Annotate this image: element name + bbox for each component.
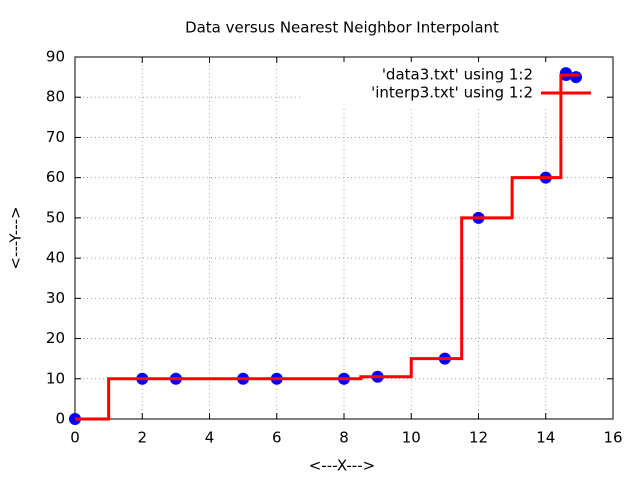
x-tick-label: 16 <box>603 429 622 447</box>
y-axis-label: <---Y---> <box>7 206 25 269</box>
legend-label: 'data3.txt' using 1:2 <box>382 66 533 84</box>
y-tick-label: 0 <box>55 410 65 428</box>
plot-frame <box>74 56 614 420</box>
y-tick-label: 40 <box>46 249 65 267</box>
x-tick-label: 0 <box>70 429 80 447</box>
legend-background <box>300 62 605 108</box>
chart-title: Data versus Nearest Neighbor Interpolant <box>185 19 499 37</box>
data-point <box>570 71 583 84</box>
y-tick-label: 30 <box>46 289 65 307</box>
y-tick-label: 60 <box>46 168 65 186</box>
y-tick-label: 10 <box>46 369 65 387</box>
x-axis-label: <---X---> <box>309 457 375 475</box>
y-tick-label: 20 <box>46 329 65 347</box>
legend-label: 'interp3.txt' using 1:2 <box>371 84 533 102</box>
x-tick-label: 12 <box>469 429 488 447</box>
x-tick-label: 6 <box>272 429 282 447</box>
interp-line <box>75 73 580 421</box>
x-tick-label: 14 <box>536 429 555 447</box>
y-tick-label: 90 <box>46 48 65 66</box>
y-tick-label: 70 <box>46 128 65 146</box>
x-tick-label: 4 <box>205 429 215 447</box>
y-tick-label: 50 <box>46 208 65 226</box>
x-tick-label: 2 <box>137 429 147 447</box>
y-tick-label: 80 <box>46 88 65 106</box>
x-tick-label: 10 <box>402 429 421 447</box>
x-tick-label: 8 <box>339 429 349 447</box>
